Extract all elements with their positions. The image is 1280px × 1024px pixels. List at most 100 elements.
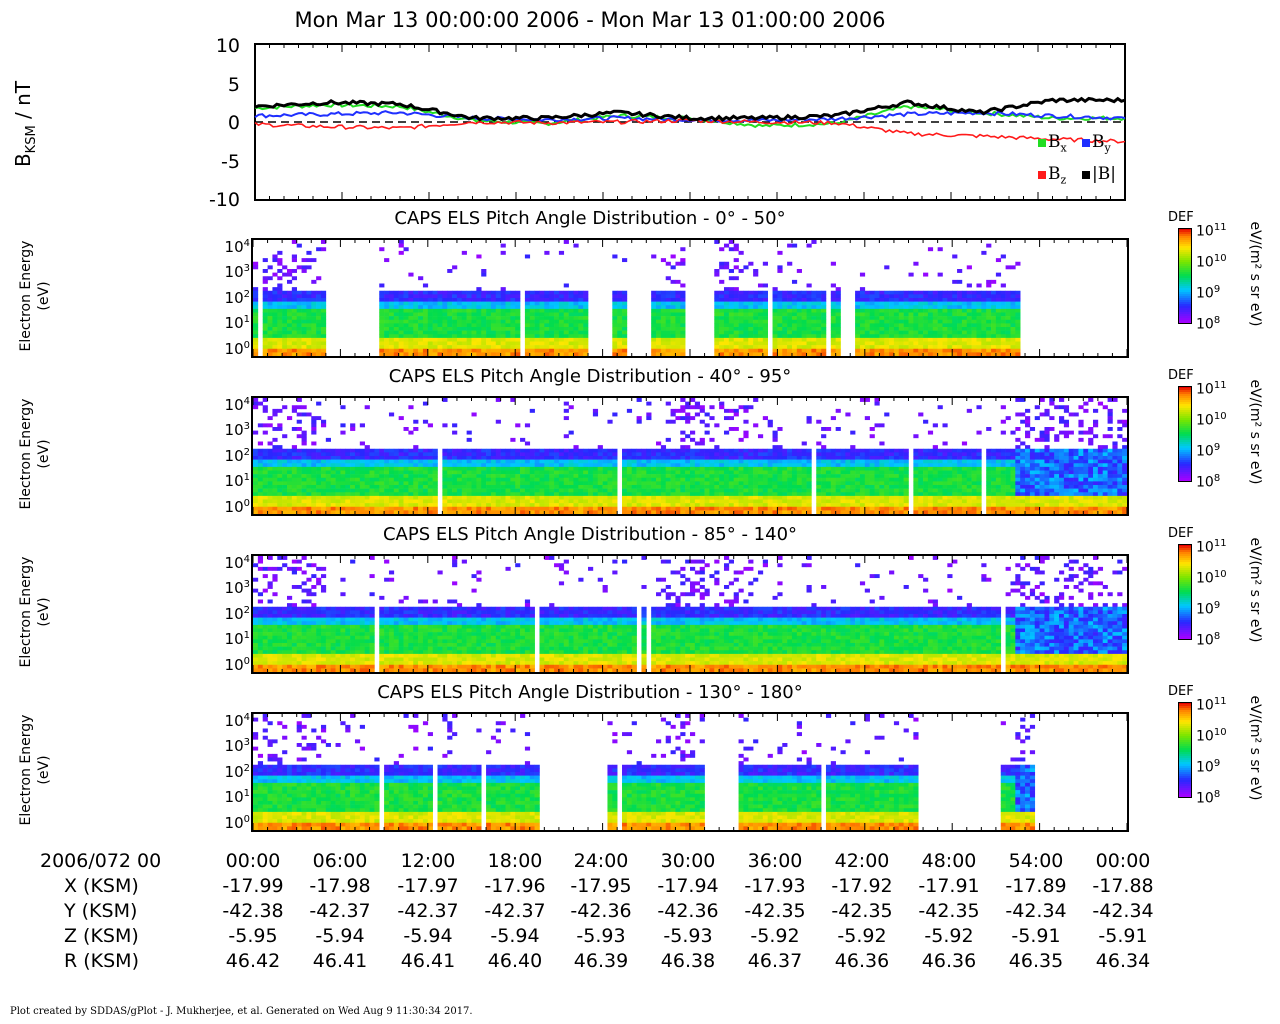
ytick-exp: 2 [243, 605, 250, 616]
panel-ytick: 104 [205, 396, 250, 414]
ephemeris-cell: -17.92 [831, 875, 893, 897]
colorbar-tick: 108 [1196, 789, 1220, 807]
ephemeris-cell: 46.37 [747, 950, 803, 972]
colorbar-4 [1178, 702, 1192, 798]
colorbar-tick-base: 10 [1196, 790, 1214, 807]
ephemeris-cell: -5.91 [1098, 925, 1148, 947]
colorbar-1 [1178, 228, 1192, 324]
legend-bz-swatch [1038, 171, 1046, 179]
colorbar-tick-exp: 11 [1213, 538, 1227, 549]
mag-tick-m5: -5 [221, 151, 240, 173]
spectrogram-frame [251, 238, 1129, 358]
ylabel-line1: Electron Energy [18, 556, 34, 668]
spectrogram-frame [251, 396, 1129, 516]
colorbar-unit-wrap: eV/(m² s sr eV) [1190, 380, 1280, 485]
ytick-exp: 3 [243, 737, 250, 748]
mag-ylabel-b: B [11, 153, 35, 168]
panel-ytick: 103 [205, 421, 250, 439]
ephemeris-row-label: X (KSM) [64, 875, 139, 897]
colorbar-unit-wrap: eV/(m² s sr eV) [1190, 696, 1280, 801]
ephemeris-cell: 12:00 [400, 850, 456, 872]
ytick-exp: 1 [243, 630, 250, 641]
ephemeris-cell: 18:00 [487, 850, 543, 872]
ytick-base: 10 [224, 554, 244, 572]
colorbar-tick: 1011 [1196, 696, 1227, 714]
panel-ylabel-text: Electron Energy (eV) [17, 542, 53, 682]
colorbar-tick-base: 10 [1196, 443, 1214, 460]
ylabel-line1: Electron Energy [18, 714, 34, 826]
ephemeris-cell: 46.35 [1008, 950, 1064, 972]
ephemeris-cell: -17.95 [570, 875, 632, 897]
colorbar-tick: 1010 [1196, 569, 1227, 587]
colorbar-unit: eV/(m² s sr eV) [1247, 379, 1263, 485]
legend-by-label: B [1092, 132, 1105, 152]
ytick-base: 10 [224, 712, 244, 730]
ephemeris-cell: 00:00 [1095, 850, 1151, 872]
ephemeris-cell: -5.93 [576, 925, 626, 947]
ephemeris-cell: -17.88 [1092, 875, 1154, 897]
ephemeris-cell: -17.91 [918, 875, 980, 897]
ephemeris-cell: -5.94 [403, 925, 453, 947]
mag-tick-m10: -10 [208, 189, 240, 211]
ephemeris-cell: 46.34 [1095, 950, 1151, 972]
ephemeris-cell: -42.34 [1005, 900, 1067, 922]
mag-ylabel-sub: KSM [24, 125, 39, 154]
ytick-base: 10 [224, 396, 244, 414]
colorbar-frame [1178, 386, 1192, 482]
panel-ytick: 104 [205, 712, 250, 730]
panel-ytick: 100 [205, 340, 250, 358]
ephemeris-cell: 06:00 [312, 850, 368, 872]
colorbar-title: DEF [1168, 210, 1194, 225]
ytick-base: 10 [224, 630, 244, 648]
colorbar-tick-exp: 10 [1213, 253, 1227, 264]
legend-by-swatch [1082, 139, 1090, 147]
ephemeris-cell: -5.95 [228, 925, 278, 947]
colorbar-tick-exp: 8 [1213, 789, 1221, 800]
panel-ytick: 103 [205, 579, 250, 597]
ephemeris-row-label: Z (KSM) [64, 925, 139, 947]
colorbar-tick-base: 10 [1196, 697, 1214, 714]
ytick-exp: 4 [243, 554, 250, 565]
panel-title-3: CAPS ELS Pitch Angle Distribution - 85° … [382, 524, 798, 545]
footer-credit: Plot created by SDDAS/gPlot - J. Mukherj… [10, 1006, 473, 1017]
colorbar-frame [1178, 544, 1192, 640]
panel-ylabel-2: Electron Energy (eV) [0, 399, 105, 510]
ytick-exp: 3 [243, 579, 250, 590]
colorbar-frame [1178, 702, 1192, 798]
colorbar-tick: 1010 [1196, 727, 1227, 745]
colorbar-unit: eV/(m² s sr eV) [1247, 221, 1263, 327]
colorbar-tick-exp: 10 [1213, 727, 1227, 738]
colorbar-tick: 1010 [1196, 253, 1227, 271]
ytick-exp: 1 [243, 472, 250, 483]
legend-bz-label: B [1048, 164, 1061, 184]
ephemeris-cell: -5.92 [924, 925, 974, 947]
panel-ytick: 102 [205, 605, 250, 623]
ytick-exp: 2 [243, 447, 250, 458]
colorbar-tick: 109 [1196, 758, 1220, 776]
ephemeris-row-label: 2006/072 00 [40, 850, 162, 872]
ytick-exp: 4 [243, 238, 250, 249]
ytick-base: 10 [224, 814, 244, 832]
panel-ytick: 100 [205, 814, 250, 832]
panel-ytick: 102 [205, 289, 250, 307]
colorbar-unit-wrap: eV/(m² s sr eV) [1190, 538, 1280, 643]
panel-title-2: CAPS ELS Pitch Angle Distribution - 40° … [388, 366, 792, 387]
colorbar-tick-exp: 11 [1213, 380, 1227, 391]
panel-ylabel-1: Electron Energy (eV) [0, 241, 105, 352]
ylabel-line2: (eV) [36, 755, 52, 785]
colorbar-tick: 1011 [1196, 222, 1227, 240]
ephemeris-cell: -17.97 [397, 875, 459, 897]
colorbar-title: DEF [1168, 526, 1194, 541]
ylabel-line2: (eV) [36, 281, 52, 311]
spectrogram-frame [251, 712, 1129, 832]
colorbar-unit: eV/(m² s sr eV) [1247, 695, 1263, 801]
ytick-base: 10 [224, 340, 244, 358]
panel-ytick: 103 [205, 737, 250, 755]
ephemeris-cell: 46.42 [225, 950, 281, 972]
legend-bmag-swatch [1082, 171, 1090, 179]
colorbar-title: DEF [1168, 684, 1194, 699]
colorbar-2 [1178, 386, 1192, 482]
colorbar-tick-base: 10 [1196, 316, 1214, 333]
colorbar-tick-base: 10 [1196, 601, 1214, 618]
colorbar-tick-base: 10 [1196, 728, 1214, 745]
